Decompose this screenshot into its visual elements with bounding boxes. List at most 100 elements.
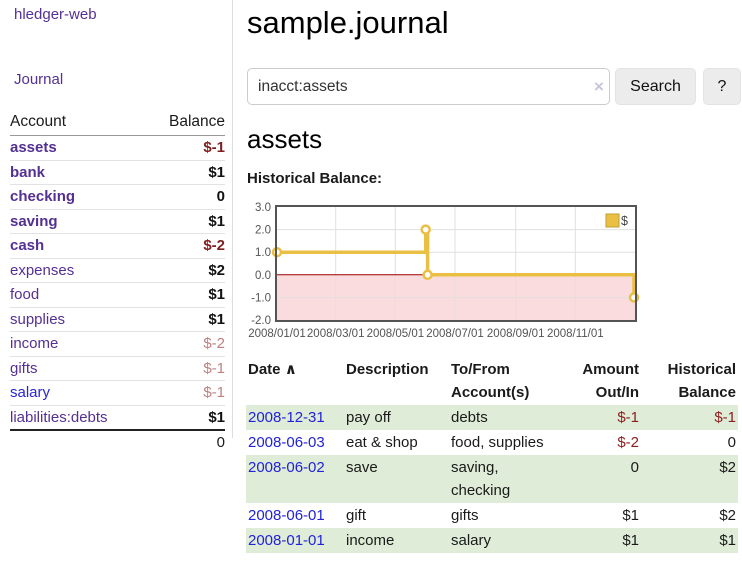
accounts-header-balance: Balance <box>146 100 225 136</box>
transaction-balance: $2 <box>719 507 736 524</box>
account-balance: $1 <box>146 405 225 431</box>
account-balance: 0 <box>146 184 225 210</box>
legend-swatch <box>605 213 620 228</box>
register-row: 2008-12-31 pay off debts $-1 $-1 <box>246 405 738 430</box>
account-link-liabilities-debts[interactable]: liabilities:debts <box>10 408 108 426</box>
date-header-label: Date <box>248 361 281 378</box>
transaction-description: pay off <box>346 409 391 426</box>
account-link-saving[interactable]: saving <box>10 212 58 230</box>
account-row-saving: saving $1 <box>10 209 225 234</box>
account-balance: $1 <box>146 209 225 234</box>
account-row-supplies: supplies $1 <box>10 307 225 332</box>
svg-text:2008/03/01: 2008/03/01 <box>307 328 365 340</box>
historical-balance-chart: 3.0 2.0 1.0 0.0 -1.0 -2.0 2008/01/01 2008/03/01… <box>246 200 658 350</box>
account-link-bank[interactable]: bank <box>10 163 46 181</box>
svg-text:-2.0: -2.0 <box>251 315 271 327</box>
transaction-accounts: salary <box>451 532 492 549</box>
transaction-description: gift <box>346 507 367 524</box>
transaction-amount: 0 <box>630 459 639 476</box>
accounts-total-value: 0 <box>146 429 225 455</box>
transaction-accounts: saving, checking <box>451 459 511 499</box>
sort-ascending-icon: ∧ <box>284 361 297 378</box>
register-table: Date ∧ Description To/From Account(s) Am… <box>246 357 738 553</box>
chart-label: Historical Balance: <box>247 170 383 187</box>
transaction-description: income <box>346 532 395 549</box>
search-input[interactable] <box>247 68 610 105</box>
column-header-date[interactable]: Date ∧ <box>246 357 344 405</box>
transaction-amount: $1 <box>622 507 639 524</box>
svg-text:2008/09/01: 2008/09/01 <box>487 328 545 340</box>
transaction-accounts: food, supplies <box>451 434 544 451</box>
transaction-balance: $1 <box>719 532 736 549</box>
account-balance: $-2 <box>146 331 225 357</box>
column-header-balance: Historical Balance <box>667 361 736 401</box>
account-link-supplies[interactable]: supplies <box>10 310 66 328</box>
svg-text:2008/11/01: 2008/11/01 <box>547 328 604 340</box>
accounts-table-header: Account Balance <box>10 100 225 136</box>
help-button[interactable]: ? <box>703 68 741 105</box>
legend-label: $ <box>621 214 628 228</box>
account-link-checking[interactable]: checking <box>10 188 76 205</box>
transaction-balance: 0 <box>727 434 736 451</box>
brand-link[interactable]: hledger-web <box>14 6 97 23</box>
account-link-salary[interactable]: salary <box>10 384 51 401</box>
account-row-income: income $-2 <box>10 331 225 357</box>
svg-text:2008/07/01: 2008/07/01 <box>426 328 484 340</box>
account-link-cash[interactable]: cash <box>10 237 45 254</box>
transaction-date-link[interactable]: 2008-12-31 <box>248 409 325 426</box>
account-row-checking: checking 0 <box>10 184 225 210</box>
account-balance: $2 <box>146 258 225 283</box>
search-button[interactable]: Search <box>615 68 696 105</box>
transaction-amount: $1 <box>622 532 639 549</box>
account-row-cash: cash $-2 <box>10 233 225 259</box>
transaction-date-link[interactable]: 2008-01-01 <box>248 532 325 549</box>
account-balance: $-1 <box>146 135 225 161</box>
svg-text:-1.0: -1.0 <box>251 292 271 304</box>
account-link-gifts[interactable]: gifts <box>10 359 38 377</box>
transaction-date-link[interactable]: 2008-06-02 <box>248 459 325 476</box>
transaction-description: eat & shop <box>346 434 418 451</box>
transaction-date-link[interactable]: 2008-06-01 <box>248 507 325 524</box>
register-row: 2008-06-02 save saving, checking 0 $2 <box>246 455 738 503</box>
transaction-date-link[interactable]: 2008-06-03 <box>248 434 325 451</box>
account-link-assets[interactable]: assets <box>10 139 57 156</box>
svg-text:2.0: 2.0 <box>255 225 271 237</box>
transaction-balance: $2 <box>719 459 736 476</box>
account-row-assets: assets $-1 <box>10 135 225 161</box>
register-row: 2008-01-01 income salary $1 $1 <box>246 528 738 553</box>
svg-text:3.0: 3.0 <box>255 202 271 214</box>
account-link-income[interactable]: income <box>10 335 59 352</box>
account-balance: $-1 <box>146 356 225 381</box>
column-header-description: Description <box>346 361 429 378</box>
account-row-food: food $1 <box>10 282 225 308</box>
page-title: sample.journal <box>247 5 449 40</box>
column-header-accounts: To/From Account(s) <box>451 361 530 401</box>
account-row-bank: bank $1 <box>10 160 225 185</box>
transaction-accounts: debts <box>451 409 488 426</box>
account-link-expenses[interactable]: expenses <box>10 261 75 279</box>
account-row-liabilities-debts: liabilities:debts $1 <box>10 405 225 431</box>
transaction-amount: $-2 <box>617 434 639 451</box>
sidebar-divider <box>232 0 233 438</box>
account-balance: $1 <box>146 282 225 308</box>
sidebar-item-journal[interactable]: Journal <box>14 71 64 88</box>
accounts-header-account: Account <box>10 100 147 136</box>
account-balance: $-2 <box>146 233 225 259</box>
transaction-amount: $-1 <box>617 409 639 426</box>
column-header-amount: Amount Out/In <box>582 361 639 401</box>
account-link-food[interactable]: food <box>10 286 40 303</box>
account-balance: $1 <box>146 160 225 185</box>
register-header-row: Date ∧ Description To/From Account(s) Am… <box>246 357 738 405</box>
account-row-salary: salary $-1 <box>10 380 225 406</box>
clear-search-icon[interactable]: × <box>594 77 604 96</box>
svg-text:0.0: 0.0 <box>255 270 271 282</box>
register-row: 2008-06-03 eat & shop food, supplies $-2… <box>246 430 738 455</box>
svg-text:2008/01/01: 2008/01/01 <box>248 328 306 340</box>
accounts-table: Account Balance assets $-1 bank $1 check… <box>10 100 225 455</box>
svg-text:2008/05/01: 2008/05/01 <box>367 328 425 340</box>
account-balance: $1 <box>146 307 225 332</box>
account-balance: $-1 <box>146 380 225 406</box>
account-row-gifts: gifts $-1 <box>10 356 225 381</box>
